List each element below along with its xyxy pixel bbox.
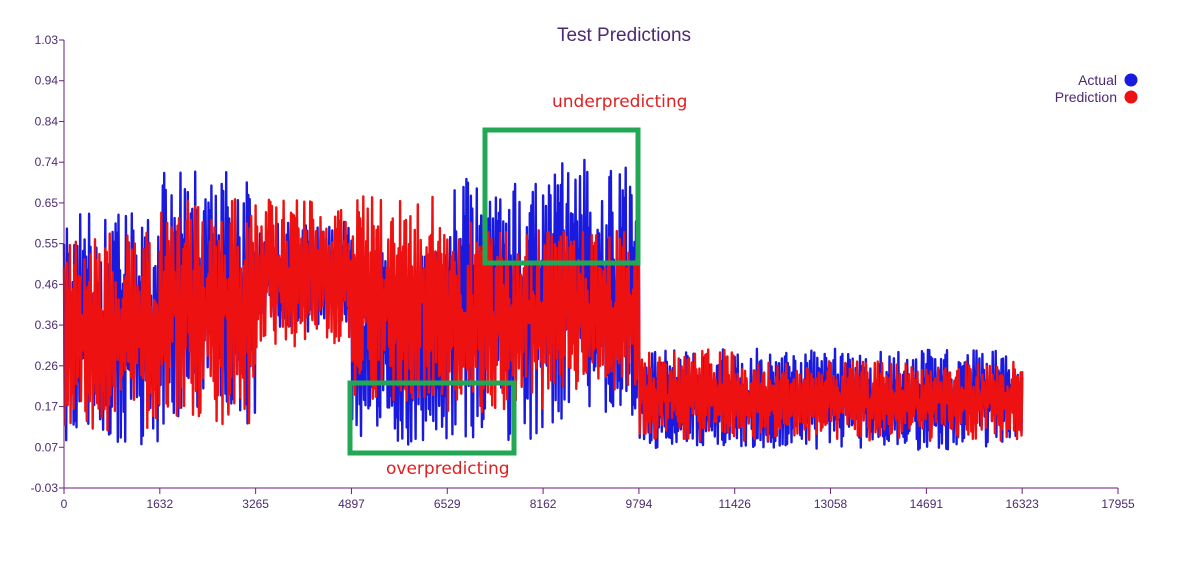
x-tick-label: 11426 — [718, 497, 751, 511]
y-tick-label: 0.94 — [35, 74, 59, 88]
y-tick-label: 0.07 — [35, 440, 59, 454]
y-ticks: 1.03 0.94 0.84 0.74 0.65 0.55 0.46 0.36 0.26 0.17… — [31, 33, 64, 495]
x-tick-label: 8162 — [530, 497, 557, 511]
y-tick-label: 0.46 — [35, 277, 59, 291]
y-tick-label: 0.17 — [35, 400, 59, 414]
highlight-boxes — [347, 127, 641, 456]
annotation-underpredicting: underpredicting — [552, 92, 687, 112]
y-tick-label: 0.65 — [35, 196, 59, 210]
x-tick-label: 3265 — [242, 497, 269, 511]
axes — [63, 40, 1118, 489]
x-tick-label: 6529 — [434, 497, 461, 511]
x-tick-label: 14691 — [910, 497, 944, 511]
x-ticks: 0 1632 3265 4897 6529 8162 9794 11426 13058 14691… — [61, 488, 1135, 511]
x-tick-label: 17955 — [1101, 497, 1135, 511]
legend-label-actual: Actual — [1078, 72, 1117, 88]
series-line-prediction — [62, 195, 1024, 443]
y-tick-label: 0.84 — [35, 114, 59, 128]
y-tick-label: 0.36 — [35, 318, 59, 332]
legend-marker-actual — [1124, 73, 1138, 87]
annotation-overpredicting: overpredicting — [386, 459, 510, 479]
x-tick-label: 9794 — [626, 497, 653, 511]
legend: Actual Prediction — [1055, 72, 1138, 105]
x-tick-label: 1632 — [146, 497, 173, 511]
y-tick-label: 0.74 — [35, 155, 59, 169]
legend-marker-prediction — [1124, 90, 1138, 104]
series-layer — [62, 158, 1024, 451]
x-tick-label: 13058 — [814, 497, 848, 511]
overpredicting-box — [347, 380, 517, 456]
underpredicting-box — [482, 127, 641, 266]
chart-title: Test Predictions — [557, 25, 691, 46]
x-tick-label: 16323 — [1005, 497, 1039, 511]
x-tick-label: 4897 — [338, 497, 365, 511]
y-tick-label: -0.03 — [31, 481, 59, 495]
legend-label-prediction: Prediction — [1055, 89, 1117, 105]
y-tick-label: 0.26 — [35, 359, 59, 373]
y-tick-label: 1.03 — [35, 33, 59, 47]
y-tick-label: 0.55 — [35, 237, 59, 251]
x-tick-label: 0 — [61, 497, 68, 511]
